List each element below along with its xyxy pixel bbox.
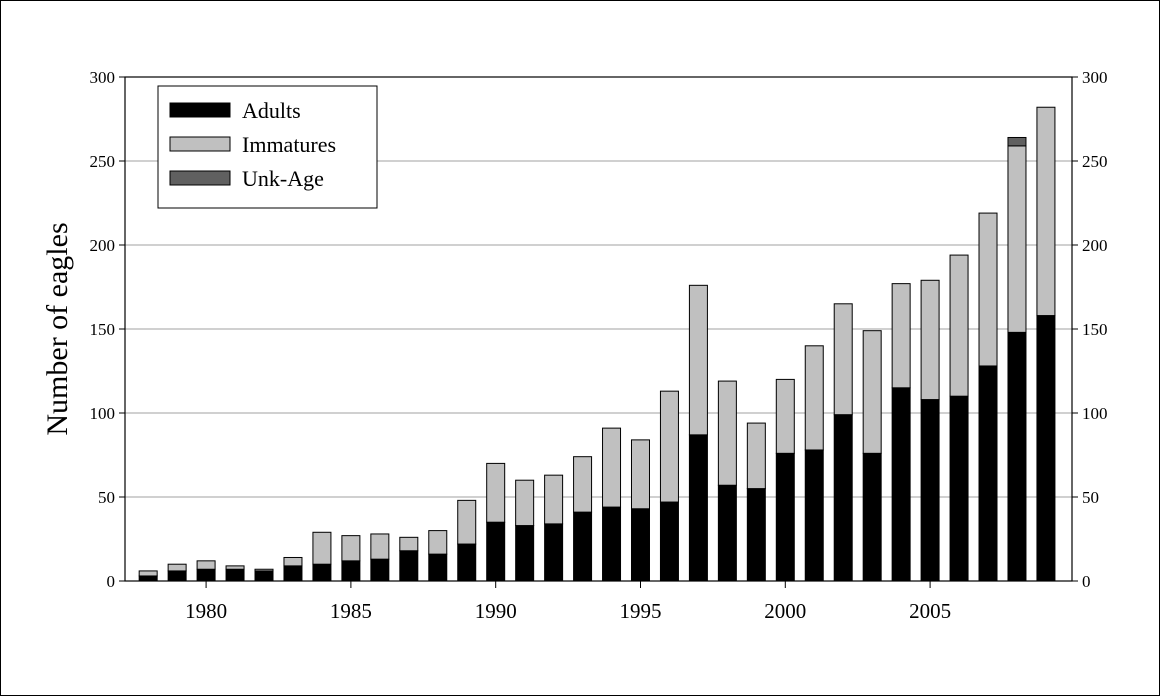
bar-immatures-1981 — [225, 565, 245, 570]
bar-immatures-1987 — [399, 536, 419, 552]
bottom-axis-ticks: 1980 1985 1990 1995 2000 2005 — [185, 581, 951, 623]
bar-immatures-1993 — [573, 456, 593, 513]
bar-adults-1991 — [515, 525, 535, 582]
bar-immatures-1986 — [370, 533, 390, 560]
bar-immatures-1983 — [283, 556, 303, 567]
right-tick-label-0: 0 — [1082, 572, 1091, 591]
bar-immatures-1998 — [717, 380, 737, 486]
legend-label-immatures: Immatures — [242, 132, 336, 157]
legend-label-adults: Adults — [242, 98, 301, 123]
x-tick-label-1980: 1980 — [185, 599, 227, 623]
bar-adults-1986 — [370, 558, 390, 582]
left-tick-label-300: 300 — [90, 68, 116, 87]
legend: Adults Immatures Unk-Age — [157, 85, 378, 209]
bar-immatures-1997 — [688, 284, 708, 436]
bar-immatures-2007 — [978, 212, 998, 367]
bar-adults-1980 — [196, 568, 216, 582]
legend-swatch-immatures — [169, 136, 231, 152]
right-tick-label-150: 150 — [1082, 320, 1108, 339]
bar-adults-2003 — [862, 452, 882, 582]
bar-adults-2008 — [1007, 331, 1027, 582]
bar-adults-2006 — [949, 395, 969, 582]
bar-adults-2004 — [891, 387, 911, 582]
x-tick-label-2000: 2000 — [764, 599, 806, 623]
bar-immatures-2001 — [804, 345, 824, 451]
bar-adults-1993 — [573, 511, 593, 582]
right-tick-label-100: 100 — [1082, 404, 1108, 423]
right-tick-label-250: 250 — [1082, 152, 1108, 171]
bar-immatures-1982 — [254, 568, 274, 572]
bar-adults-1989 — [457, 543, 477, 582]
bar-immatures-1978 — [138, 570, 158, 577]
bar-adults-1996 — [659, 501, 679, 582]
bar-immatures-2008 — [1007, 145, 1027, 333]
bar-immatures-1980 — [196, 560, 216, 570]
bar-adults-1978 — [138, 575, 158, 582]
bar-adults-1979 — [167, 570, 187, 582]
bar-immatures-1996 — [659, 390, 679, 503]
right-tick-label-50: 50 — [1082, 488, 1099, 507]
bar-adults-2002 — [833, 414, 853, 582]
x-tick-label-1995: 1995 — [619, 599, 661, 623]
bar-immatures-1988 — [428, 530, 448, 555]
legend-swatch-adults — [169, 102, 231, 118]
bar-immatures-1999 — [746, 422, 766, 490]
bars — [138, 106, 1056, 582]
left-tick-label-150: 150 — [90, 320, 116, 339]
left-tick-label-0: 0 — [107, 572, 116, 591]
bar-adults-1994 — [602, 506, 622, 582]
bar-unk-age-2008 — [1007, 136, 1027, 147]
bar-immatures-1985 — [341, 535, 361, 562]
bar-adults-1999 — [746, 488, 766, 582]
bar-immatures-1994 — [602, 427, 622, 508]
right-tick-label-200: 200 — [1082, 236, 1108, 255]
bar-immatures-1979 — [167, 563, 187, 572]
bar-immatures-1989 — [457, 499, 477, 545]
left-tick-label-100: 100 — [90, 404, 116, 423]
bar-adults-1990 — [486, 521, 506, 582]
bar-immatures-1991 — [515, 479, 535, 527]
bar-adults-1984 — [312, 563, 332, 582]
bar-adults-2009 — [1036, 315, 1056, 582]
bar-immatures-1984 — [312, 531, 332, 565]
right-tick-label-300: 300 — [1082, 68, 1108, 87]
bar-immatures-2005 — [920, 279, 940, 401]
bar-adults-1995 — [630, 508, 650, 582]
bar-adults-1988 — [428, 553, 448, 582]
bar-adults-1985 — [341, 560, 361, 582]
bar-immatures-2002 — [833, 303, 853, 416]
bar-adults-1987 — [399, 550, 419, 582]
x-tick-label-1990: 1990 — [475, 599, 517, 623]
bar-immatures-2003 — [862, 330, 882, 454]
bar-immatures-2009 — [1036, 106, 1056, 317]
bar-immatures-1995 — [630, 439, 650, 510]
left-tick-label-50: 50 — [98, 488, 115, 507]
bar-adults-1992 — [544, 523, 564, 582]
bar-adults-1983 — [283, 565, 303, 582]
y-axis-label: Number of eagles — [41, 222, 74, 435]
right-axis-ticks: 0 50 100 150 200 250 300 — [1072, 68, 1108, 591]
left-tick-label-250: 250 — [90, 152, 116, 171]
bar-immatures-1992 — [544, 474, 564, 525]
x-tick-label-2005: 2005 — [909, 599, 951, 623]
legend-swatch-unk-age — [169, 170, 231, 186]
bar-immatures-2004 — [891, 283, 911, 389]
bar-adults-1998 — [717, 484, 737, 582]
bar-adults-2005 — [920, 399, 940, 582]
bar-adults-2001 — [804, 449, 824, 582]
left-axis-ticks: 0 50 100 150 200 250 300 — [90, 68, 125, 591]
bar-adults-1982 — [254, 570, 274, 582]
bar-immatures-2000 — [775, 378, 795, 454]
bar-adults-1981 — [225, 568, 245, 582]
bar-immatures-2006 — [949, 254, 969, 397]
left-tick-label-200: 200 — [90, 236, 116, 255]
bar-adults-2007 — [978, 365, 998, 582]
bar-adults-2000 — [775, 452, 795, 582]
legend-label-unk-age: Unk-Age — [242, 166, 324, 191]
bar-adults-1997 — [688, 434, 708, 582]
bar-immatures-1990 — [486, 462, 506, 523]
x-tick-label-1985: 1985 — [330, 599, 372, 623]
